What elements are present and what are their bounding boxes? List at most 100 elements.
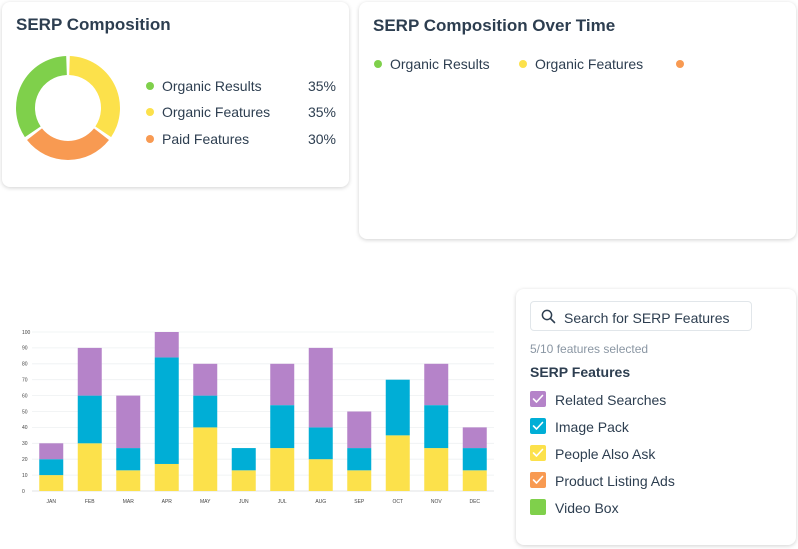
x-tick-label: OCT — [392, 499, 403, 505]
feature-label: People Also Ask — [555, 446, 656, 462]
serp-features-heading: SERP Features — [530, 364, 631, 380]
legend-dot — [146, 135, 154, 143]
bar-segment[interactable] — [462, 470, 487, 491]
y-tick-label: 40 — [22, 425, 28, 431]
y-tick-label: 50 — [22, 409, 28, 415]
serp-feature-image-pack[interactable]: Image Pack — [530, 418, 770, 436]
x-tick-label: JUL — [278, 499, 287, 505]
composition-legend-organic-results: Organic Results 35% — [146, 76, 336, 96]
bar-segment[interactable] — [193, 395, 218, 428]
bar-segment[interactable] — [424, 405, 449, 449]
legend-value: 35% — [307, 104, 336, 120]
composition-donut-chart — [15, 56, 121, 160]
bar-segment[interactable] — [347, 411, 372, 449]
monthly-serp-features-bar-chart: 0 10 20 30 40 50 60 70 80 90 100 JAN FEB MAR APR MAY JUN… — [22, 330, 494, 505]
bar-segment[interactable] — [462, 427, 487, 449]
legend-label: Paid Features — [162, 131, 250, 147]
feature-checkbox[interactable] — [530, 418, 546, 434]
feature-label: Image Pack — [555, 419, 629, 435]
feature-label: Video Box — [555, 500, 619, 516]
bar-segment[interactable] — [308, 459, 333, 491]
y-tick-label: 0 — [22, 489, 25, 495]
bar-segment[interactable] — [424, 363, 449, 406]
y-tick-label: 20 — [22, 457, 28, 463]
serp-feature-people-also-ask[interactable]: People Also Ask — [530, 445, 770, 463]
bar-segment[interactable] — [231, 448, 256, 471]
legend-value: 35% — [307, 78, 336, 94]
checkmark-icon — [532, 394, 544, 403]
x-tick-label: SEP — [354, 499, 365, 505]
donut-slice-organic-results[interactable] — [15, 56, 67, 138]
bar-segment[interactable] — [270, 363, 295, 406]
donut-slice-paid-features[interactable] — [27, 128, 109, 160]
bar-segment[interactable] — [154, 332, 179, 358]
bar-segment[interactable] — [39, 475, 64, 491]
bar-segment[interactable] — [193, 363, 218, 396]
feature-checkbox[interactable] — [530, 472, 546, 488]
legend-label: Organic Results — [162, 78, 262, 94]
bar-segment[interactable] — [77, 347, 102, 396]
search-input[interactable]: Search for SERP Features — [530, 301, 752, 331]
bar-segment[interactable] — [270, 448, 295, 491]
bar-segment[interactable] — [116, 395, 141, 449]
bar-segment[interactable] — [154, 357, 179, 464]
bar-segment[interactable] — [77, 443, 102, 491]
legend-label: Organic Features — [535, 56, 644, 72]
y-tick-label: 70 — [22, 378, 28, 384]
bar-segment[interactable] — [193, 427, 218, 491]
bar-segment[interactable] — [385, 435, 410, 491]
y-tick-label: 90 — [22, 346, 28, 352]
feature-label: Related Searches — [555, 392, 667, 408]
legend-dot — [146, 82, 154, 90]
features-selected-count: 5/10 features selected — [530, 342, 649, 356]
legend-dot — [374, 60, 382, 68]
composition-legend-organic-features: Organic Features 35% — [146, 102, 336, 122]
checkmark-icon — [532, 421, 544, 430]
search-placeholder: Search for SERP Features — [564, 310, 730, 326]
feature-checkbox[interactable] — [530, 445, 546, 461]
bar-segment[interactable] — [116, 470, 141, 491]
legend-label: Organic Results — [390, 56, 490, 72]
serp-feature-product-listing-ads[interactable]: Product Listing Ads — [530, 472, 770, 490]
x-tick-label: FEB — [85, 499, 95, 505]
bar-segment[interactable] — [347, 448, 372, 471]
feature-checkbox[interactable] — [530, 391, 546, 407]
bar-segment[interactable] — [347, 470, 372, 491]
x-tick-label: JAN — [47, 499, 57, 505]
checkmark-icon — [532, 475, 544, 484]
bar-segment[interactable] — [270, 405, 295, 449]
serp-feature-related-searches[interactable]: Related Searches — [530, 391, 770, 409]
x-tick-label: APR — [162, 499, 173, 505]
legend-dot — [676, 60, 684, 68]
y-tick-label: 100 — [22, 330, 31, 336]
bar-segment[interactable] — [154, 463, 179, 491]
serp-feature-video-box[interactable]: Video Box — [530, 499, 770, 517]
checkmark-icon — [532, 448, 544, 457]
legend-value: 30% — [307, 131, 336, 147]
bar-segment[interactable] — [424, 448, 449, 491]
bar-segment[interactable] — [39, 443, 64, 460]
x-tick-label: MAY — [200, 499, 211, 505]
over-time-title: SERP Composition Over Time — [373, 16, 616, 35]
bar-segment[interactable] — [308, 427, 333, 460]
serp-composition-over-time-card: SERP Composition Over Time Organic Resul… — [359, 2, 796, 239]
bar-segment[interactable] — [385, 379, 410, 436]
x-tick-label: NOV — [431, 499, 443, 505]
legend-label: Organic Features — [162, 104, 271, 120]
serp-composition-card: SERP Composition Organic Results 35% Org… — [2, 2, 349, 187]
x-tick-label: AUG — [315, 499, 326, 505]
serp-features-panel: Search for SERP Features 5/10 features s… — [516, 289, 796, 545]
bar-segment[interactable] — [39, 459, 64, 476]
y-tick-label: 30 — [22, 441, 28, 447]
x-tick-label: JUN — [239, 499, 249, 505]
y-tick-label: 10 — [22, 473, 28, 479]
bar-segment[interactable] — [462, 448, 487, 471]
bar-segment[interactable] — [77, 395, 102, 444]
y-tick-label: 80 — [22, 362, 28, 368]
feature-label: Product Listing Ads — [555, 473, 675, 489]
feature-checkbox[interactable] — [530, 499, 546, 515]
bar-segment[interactable] — [308, 347, 333, 428]
bar-segment[interactable] — [116, 448, 141, 471]
bar-segment[interactable] — [231, 470, 256, 491]
donut-slice-organic-features[interactable] — [69, 56, 121, 138]
